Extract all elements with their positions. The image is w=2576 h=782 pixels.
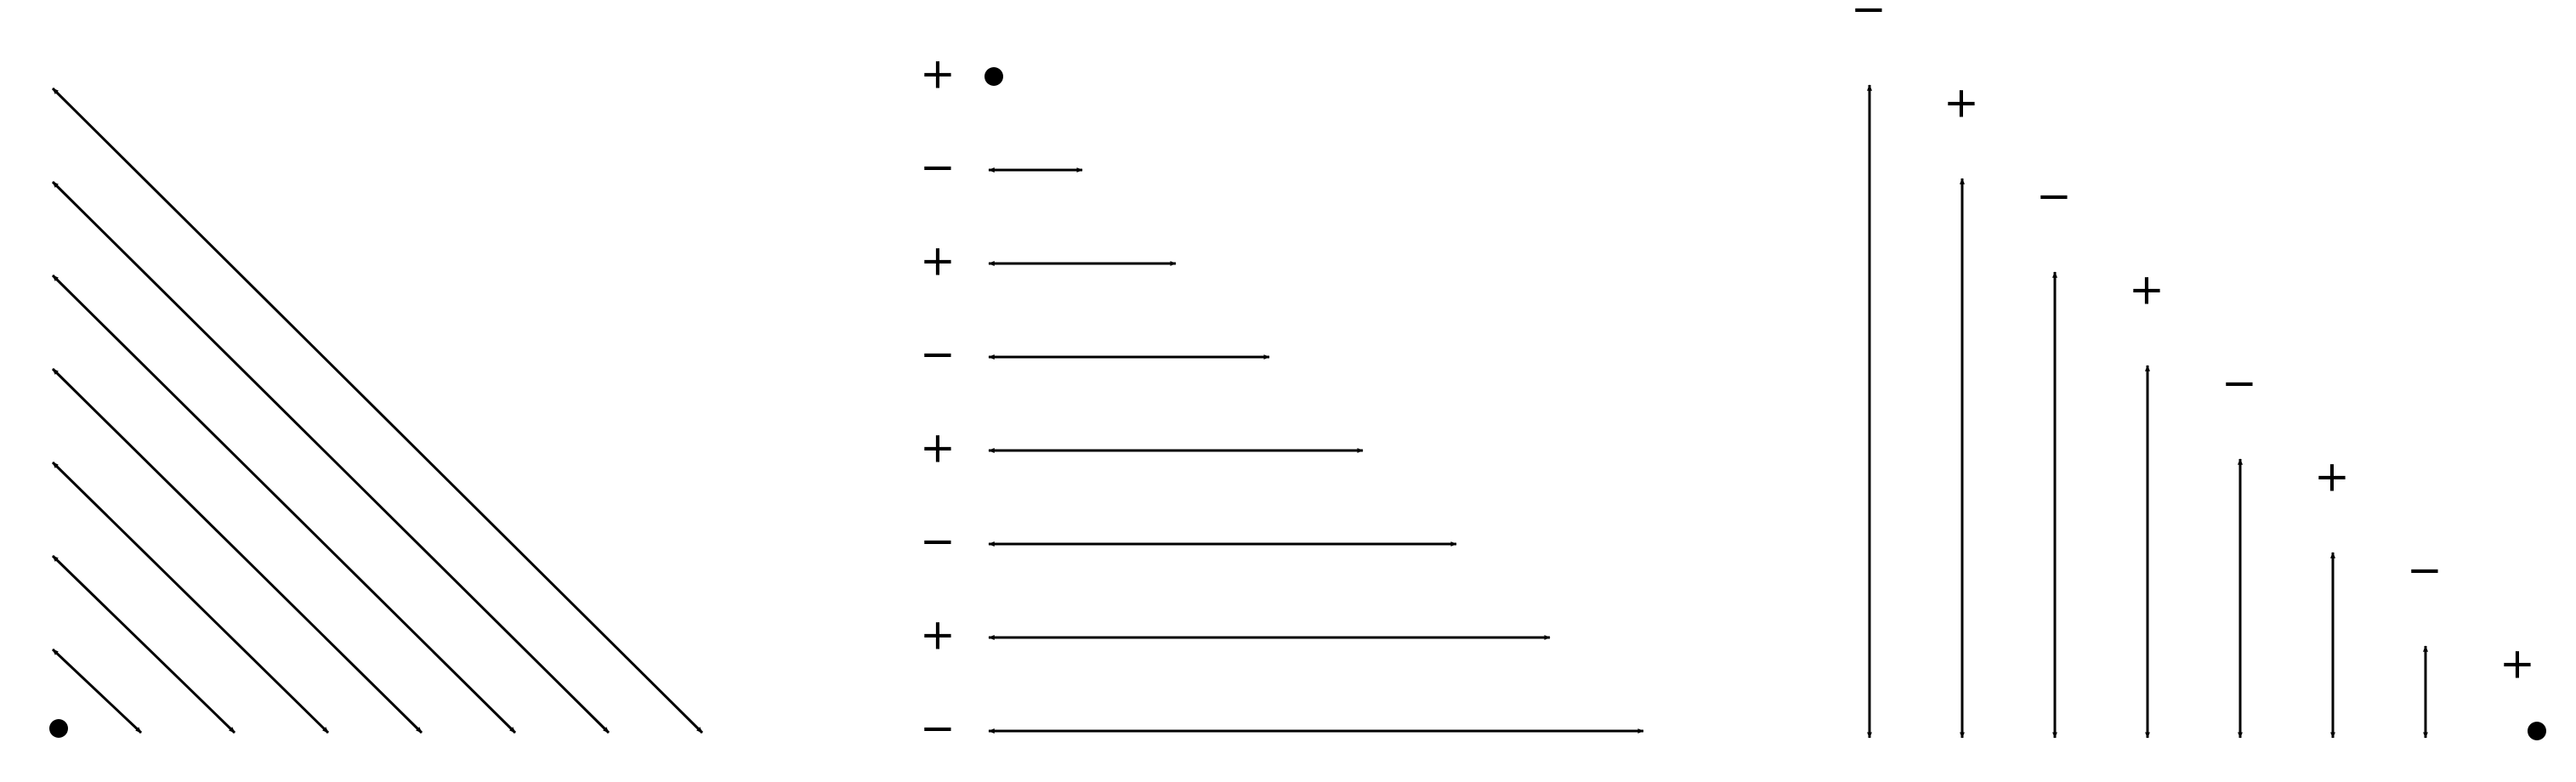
diagonal-arrow <box>51 554 236 734</box>
sign-label: + <box>2129 265 2165 314</box>
sign-label: − <box>2221 359 2257 408</box>
diagonal-arrow <box>51 648 143 734</box>
diagonal-arrow <box>51 274 517 734</box>
sign-label: + <box>2314 452 2350 502</box>
sign-label: + <box>920 610 956 660</box>
diagonal-arrow <box>51 180 610 734</box>
sign-label: − <box>920 143 956 192</box>
right-panel-vertical-arrows: − + − + − + − + <box>1851 0 2546 740</box>
middle-panel-horizontal-arrows: + − + − + − + − <box>920 49 1644 753</box>
sign-label: + <box>920 423 956 473</box>
sign-label: − <box>920 517 956 566</box>
sign-label: + <box>1943 78 1979 128</box>
origin-dot <box>49 719 68 738</box>
diagonal-arrow <box>51 367 423 734</box>
origin-dot <box>984 67 1003 86</box>
sign-label: − <box>920 330 956 379</box>
left-panel-diagonal-arrows <box>49 87 704 738</box>
sign-label: − <box>1851 0 1887 34</box>
sign-label: + <box>920 236 956 286</box>
origin-dot <box>2528 722 2546 740</box>
sign-label: + <box>2499 639 2535 688</box>
sign-label: − <box>920 704 956 753</box>
diagonal-arrow <box>51 87 704 734</box>
sign-label: − <box>2407 546 2443 595</box>
sign-label: − <box>2036 172 2072 221</box>
sign-label: + <box>920 49 956 99</box>
